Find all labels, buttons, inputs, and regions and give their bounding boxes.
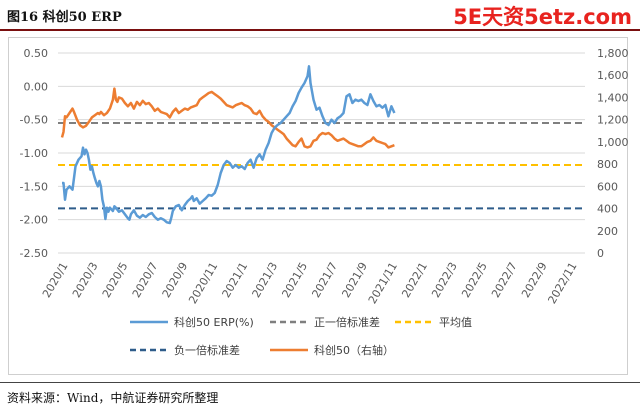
x-tick-label: 2021/11 (366, 260, 400, 306)
figure-title: 图16 科创50 ERP (7, 10, 122, 25)
x-tick-label: 2020/11 (186, 260, 220, 306)
y-left-tick-label: 0.00 (24, 80, 49, 93)
y-right-tick-label: 1,800 (597, 47, 629, 60)
x-tick-label: 2022/11 (546, 260, 580, 306)
x-tick-label: 2020/1 (40, 260, 71, 300)
x-tick-label: 2022/5 (459, 260, 490, 300)
legend-erp-label: 科创50 ERP(%) (174, 315, 254, 329)
erp-series-line (62, 65, 396, 225)
y-left-tick-label: 0.50 (24, 47, 49, 60)
y-right-tick-label: 1,000 (597, 136, 629, 149)
y-right-tick-label: 1,600 (597, 69, 629, 82)
x-tick-label: 2020/3 (70, 260, 101, 300)
x-tick-label: 2021/5 (280, 260, 311, 300)
x-tick-label: 2022/9 (519, 260, 550, 300)
x-tick-label: 2022/1 (399, 260, 430, 300)
y-right-tick-label: 1,200 (597, 114, 629, 127)
chart-frame (8, 37, 628, 375)
x-tick-label: 2022/7 (489, 260, 520, 300)
y-right-tick-label: 200 (597, 225, 618, 238)
y-left-tick-label: -0.50 (20, 114, 48, 127)
y-right-tick-label: 0 (597, 247, 604, 260)
x-tick-label: 2021/3 (250, 260, 281, 300)
y-left-tick-label: -2.50 (20, 247, 48, 260)
header: 图16 科创50 ERP 5E天资5etz.com (0, 0, 640, 30)
y-left-tick-label: -1.50 (20, 180, 48, 193)
y-right-tick-label: 800 (597, 158, 618, 171)
y-right-tick-label: 400 (597, 203, 618, 216)
x-tick-label: 2021/1 (220, 260, 251, 300)
index-series-line (60, 87, 395, 149)
x-tick-label: 2022/3 (429, 260, 460, 300)
x-tick-label: 2021/7 (309, 260, 340, 300)
x-tick-label: 2020/9 (160, 260, 191, 300)
x-tick-label: 2020/7 (130, 260, 161, 300)
legend-index-label: 科创50（右轴） (314, 343, 394, 357)
footer-divider (0, 382, 640, 383)
legend-mean-label: 平均值 (439, 316, 472, 329)
source-note: 资料来源：Wind，中航证券研究所整理 (7, 391, 219, 405)
legend-plus-sd-label: 正一倍标准差 (314, 315, 380, 329)
watermark-text: 5E天资5etz.com (453, 5, 632, 29)
y-right-tick-label: 1,400 (597, 91, 629, 104)
y-left-tick-label: -1.00 (20, 147, 48, 160)
x-tick-label: 2021/9 (339, 260, 370, 300)
y-right-tick-label: 600 (597, 180, 618, 193)
title-divider (0, 29, 640, 31)
x-tick-label: 2020/5 (100, 260, 131, 300)
y-left-tick-label: -2.00 (20, 214, 48, 227)
legend-minus-sd-label: 负一倍标准差 (174, 343, 240, 357)
